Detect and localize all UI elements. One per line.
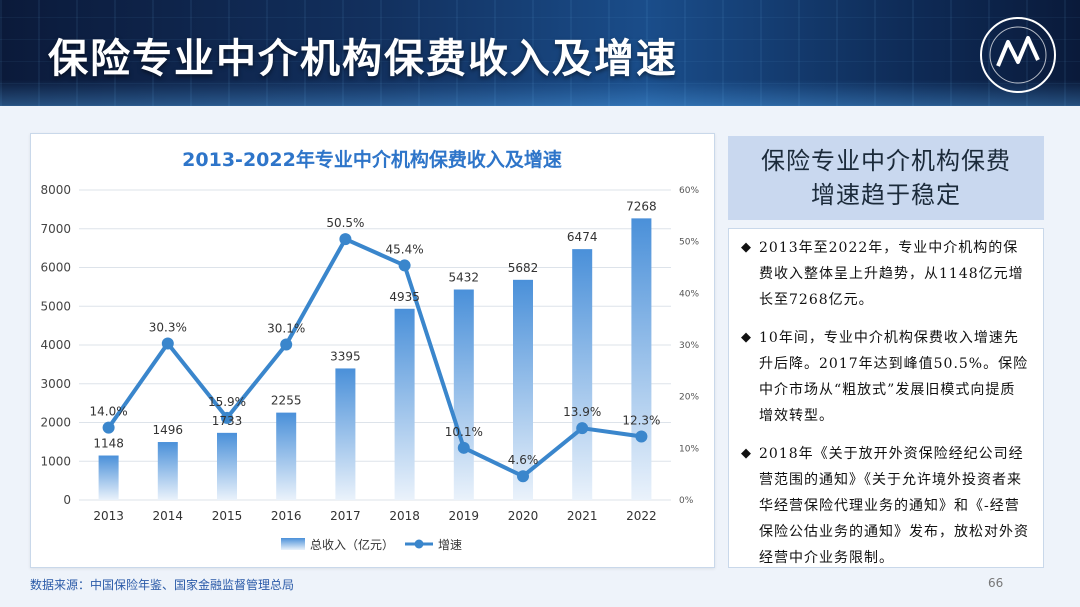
diamond-bullet-icon: ◆ (741, 330, 751, 345)
x-tick-label: 2014 (153, 509, 184, 523)
bar-value-label: 7268 (626, 199, 657, 213)
y-left-tick-label: 0 (63, 493, 71, 507)
summary-bullet: ◆ 2018年《关于放开外资保险经纪公司经营范围的通知》《关于允许境外投资者来华… (741, 441, 1029, 571)
summary-bullet: ◆ 2013年至2022年，专业中介机构的保费收入整体呈上升趋势，从1148亿元… (741, 235, 1029, 313)
x-tick-label: 2013 (93, 509, 124, 523)
bar (453, 289, 474, 500)
diamond-bullet-icon: ◆ (741, 240, 751, 255)
bar-value-label: 1733 (212, 414, 243, 428)
growth-value-label: 13.9% (563, 405, 601, 419)
growth-value-label: 45.4% (386, 242, 424, 256)
combo-chart: 2013-2022年专业中介机构保费收入及增速 1148 1496 1733 2255… (40, 148, 699, 552)
summary-bullet-text: 2013年至2022年，专业中介机构的保费收入整体呈上升趋势，从1148亿元增长… (759, 240, 1024, 308)
chart-title: 2013-2022年专业中介机构保费收入及增速 (182, 148, 562, 171)
legend-label: 总收入（亿元） (310, 537, 394, 552)
bar (276, 412, 297, 500)
summary-heading: 保险专业中介机构保费 增速趋于稳定 (728, 136, 1044, 220)
summary-bullet-text: 2018年《关于放开外资保险经纪公司经营范围的通知》《关于允许境外投资者来华经营… (759, 446, 1029, 566)
summary-heading-line1: 保险专业中介机构保费 (761, 147, 1011, 175)
growth-point (102, 421, 115, 434)
y-left-tick-label: 7000 (40, 222, 71, 236)
x-tick-label: 2019 (449, 509, 480, 523)
growth-point (635, 430, 648, 443)
bar (572, 249, 593, 500)
bar-value-label: 2255 (271, 394, 302, 408)
data-source: 数据来源：中国保险年鉴、国家金融监督管理总局 (30, 578, 295, 592)
growth-point (221, 411, 233, 424)
x-tick-label: 2017 (330, 509, 361, 523)
growth-value-label: 12.3% (622, 413, 660, 427)
summary-heading-line2: 增速趋于稳定 (811, 181, 961, 209)
growth-value-label: 15.9% (208, 395, 246, 409)
x-tick-label: 2022 (626, 509, 657, 523)
bar-value-label: 5682 (508, 261, 539, 275)
bar (98, 455, 119, 500)
y-left-tick-label: 3000 (40, 377, 71, 391)
y-right-tick-label: 50% (679, 238, 699, 248)
growth-point (339, 233, 352, 246)
growth-value-label: 4.6% (508, 453, 539, 467)
bar-value-label: 4935 (389, 290, 420, 304)
growth-point (398, 259, 411, 272)
bar-value-label: 1496 (153, 423, 184, 437)
growth-value-label: 30.1% (267, 321, 305, 335)
chart-panel: 2013-2022年专业中介机构保费收入及增速 1148 1496 1733 2255… (30, 133, 715, 568)
page-title: 保险专业中介机构保费收入及增速 (48, 36, 678, 82)
growth-point (576, 422, 589, 435)
y-right-tick-label: 60% (679, 186, 699, 196)
bar (394, 308, 415, 500)
x-tick-label: 2018 (389, 509, 420, 523)
y-left-tick-label: 4000 (40, 338, 71, 352)
y-left-tick-label: 6000 (40, 261, 71, 275)
y-right-tick-label: 0% (679, 496, 694, 506)
growth-point (280, 338, 293, 351)
bar (631, 218, 652, 500)
growth-value-label: 30.3% (149, 320, 187, 334)
bar-value-label: 3395 (330, 349, 361, 363)
y-right-tick-label: 40% (679, 289, 699, 299)
y-right-tick-label: 20% (679, 393, 699, 403)
growth-value-label: 10.1% (445, 425, 483, 439)
y-left-tick-label: 2000 (40, 416, 71, 430)
bar (335, 368, 356, 500)
legend-label: 增速 (438, 538, 462, 552)
page-number: 66 (988, 576, 1004, 590)
legend-line-marker (414, 539, 424, 549)
x-tick-label: 2021 (567, 509, 598, 523)
diamond-bullet-icon: ◆ (741, 446, 751, 461)
summary-bullet: ◆ 10年间，专业中介机构保费收入增速先升后降。2017年达到峰值50.5%。保… (741, 325, 1029, 429)
bar (513, 279, 533, 500)
growth-value-label: 14.0% (90, 405, 128, 419)
summary-box: ◆ 2013年至2022年，专业中介机构的保费收入整体呈上升趋势，从1148亿元… (728, 228, 1044, 568)
bar (217, 432, 237, 500)
bar-value-label: 6474 (567, 230, 598, 244)
x-tick-label: 2016 (271, 509, 302, 523)
growth-value-label: 50.5% (326, 216, 364, 230)
bar-value-label: 1148 (93, 437, 124, 451)
y-left-tick-label: 1000 (40, 454, 71, 468)
growth-point (161, 337, 174, 350)
x-tick-label: 2020 (508, 509, 539, 523)
y-left-tick-label: 5000 (40, 299, 71, 313)
organization-logo (980, 17, 1056, 93)
bar (157, 442, 178, 500)
growth-point (457, 441, 470, 454)
growth-point (517, 470, 529, 483)
y-right-tick-label: 30% (679, 341, 699, 351)
header-banner (0, 0, 1080, 106)
growth-line (106, 237, 642, 479)
y-right-tick-label: 10% (679, 444, 699, 454)
legend-bar-swatch (281, 538, 305, 550)
y-left-tick-label: 8000 (40, 183, 71, 197)
summary-bullet-text: 10年间，专业中介机构保费收入增速先升后降。2017年达到峰值50.5%。保险中… (759, 330, 1029, 424)
bar-value-label: 5432 (449, 271, 480, 285)
x-tick-label: 2015 (212, 509, 243, 523)
